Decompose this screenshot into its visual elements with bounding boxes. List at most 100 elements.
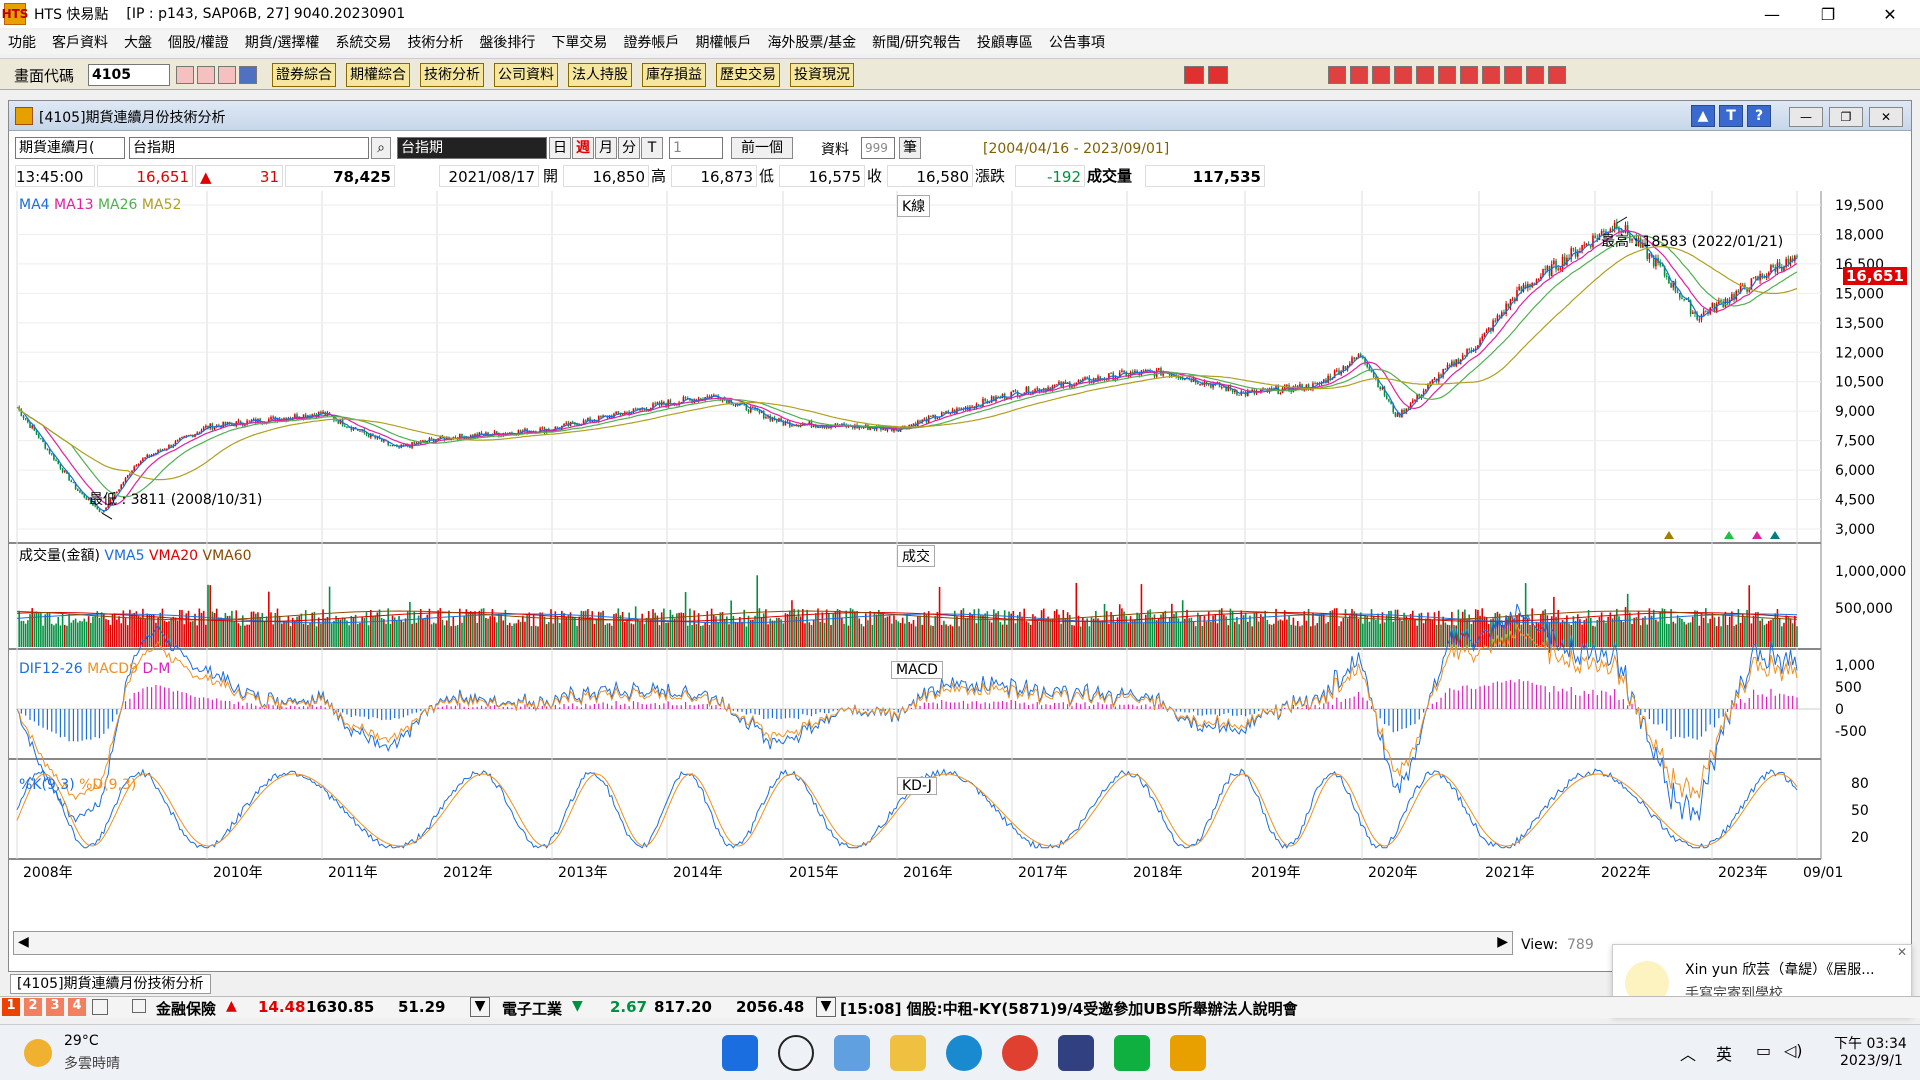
- restore-icon[interactable]: ❐: [1820, 4, 1836, 24]
- app-flask-icon[interactable]: [1058, 1035, 1094, 1071]
- interval-select[interactable]: 1: [669, 137, 723, 159]
- menu-icon[interactable]: [239, 66, 257, 84]
- network-icon[interactable]: ▭: [1756, 1041, 1772, 1060]
- volume-bar: [1607, 616, 1609, 647]
- securities-summary-button[interactable]: 證券綜合: [272, 63, 336, 87]
- save-icon[interactable]: [1548, 66, 1566, 84]
- notification-close-icon[interactable]: ✕: [1897, 945, 1908, 959]
- lock-icon[interactable]: [92, 999, 108, 1015]
- menu-item[interactable]: 技術分析: [407, 35, 464, 51]
- menu-item[interactable]: 下單交易: [551, 35, 608, 51]
- file-explorer-icon[interactable]: [890, 1035, 926, 1071]
- arrow-left-icon[interactable]: [1184, 66, 1204, 84]
- horizontal-scrollbar[interactable]: ◀ ▶: [13, 931, 1513, 955]
- menu-item[interactable]: 期權帳戶: [695, 35, 752, 51]
- candle-body: [1394, 412, 1397, 417]
- scissors-icon[interactable]: [1504, 66, 1522, 84]
- inner-minimize-icon[interactable]: —: [1789, 107, 1823, 127]
- window-tab[interactable]: [4105]期貨連續月份技術分析: [10, 974, 211, 994]
- volume-icon[interactable]: ◁): [1784, 1041, 1803, 1060]
- screen-code-input[interactable]: 4105: [88, 64, 170, 86]
- data-count-input[interactable]: 999: [861, 137, 895, 159]
- menu-item[interactable]: 大盤: [124, 35, 152, 51]
- volume-bar: [860, 623, 863, 647]
- scroll-left-icon[interactable]: ◀: [18, 934, 29, 950]
- ime-indicator[interactable]: 英: [1716, 1045, 1733, 1064]
- search-icon[interactable]: [176, 66, 194, 84]
- search-icon[interactable]: [778, 1035, 814, 1071]
- institutional-holdings-button[interactable]: 法人持股: [568, 63, 632, 87]
- start-icon[interactable]: [722, 1035, 758, 1071]
- up-arrow-icon[interactable]: ▲: [1691, 105, 1715, 127]
- menu-item[interactable]: 客戶資料: [52, 35, 108, 51]
- close-icon[interactable]: ✕: [1883, 4, 1897, 24]
- folder-icon[interactable]: [197, 66, 215, 84]
- line-icon[interactable]: [1114, 1035, 1150, 1071]
- volume-bar: [424, 617, 426, 647]
- menu-item[interactable]: 個股/權證: [168, 35, 229, 51]
- edge-icon[interactable]: [946, 1035, 982, 1071]
- status-tab-2[interactable]: 2: [24, 998, 42, 1016]
- print-icon[interactable]: [218, 66, 236, 84]
- options-summary-button[interactable]: 期權綜合: [346, 63, 410, 87]
- status-tab-4[interactable]: 4: [68, 998, 86, 1016]
- text-tool-icon[interactable]: T: [1719, 105, 1743, 127]
- volume-bar: [76, 622, 79, 647]
- widgets-icon[interactable]: [834, 1035, 870, 1071]
- period-day-button[interactable]: 日: [549, 137, 571, 159]
- status-tab-3[interactable]: 3: [46, 998, 64, 1016]
- palette-icon[interactable]: [1482, 66, 1500, 84]
- printer-icon[interactable]: [1526, 66, 1544, 84]
- unit-button[interactable]: 筆: [899, 137, 921, 159]
- index2-dropdown-icon[interactable]: ▼: [816, 997, 836, 1017]
- menu-item[interactable]: 期貨/選擇權: [244, 35, 320, 51]
- menu-item[interactable]: 海外股票/基金: [767, 35, 857, 51]
- draw-line-icon[interactable]: [1328, 66, 1346, 84]
- technical-analysis-button[interactable]: 技術分析: [420, 63, 484, 87]
- volume-bar: [163, 620, 166, 647]
- weather-icon[interactable]: [24, 1039, 52, 1067]
- volume-bar: [1199, 615, 1201, 647]
- inner-restore-icon[interactable]: ❐: [1829, 107, 1863, 127]
- index1-dropdown-icon[interactable]: ▼: [470, 997, 490, 1017]
- checkbox-icon[interactable]: [132, 999, 146, 1013]
- investment-status-button[interactable]: 投資現況: [790, 63, 854, 87]
- menu-item[interactable]: 公告事項: [1048, 35, 1105, 51]
- scroll-right-icon[interactable]: ▶: [1497, 934, 1508, 950]
- product-type-select[interactable]: 期貨連續月(: [15, 137, 125, 159]
- minimize-icon[interactable]: —: [1764, 4, 1780, 24]
- prev-button[interactable]: 前一個: [731, 137, 793, 159]
- grid-icon[interactable]: [1372, 66, 1390, 84]
- tray-chevron-icon[interactable]: ︿: [1680, 1045, 1697, 1064]
- status-tab-1[interactable]: 1: [2, 998, 20, 1016]
- product-select[interactable]: 台指期: [129, 137, 369, 159]
- period-tick-button[interactable]: T: [641, 137, 663, 159]
- pen-icon[interactable]: [1350, 66, 1368, 84]
- period-week-button[interactable]: 週: [572, 137, 594, 159]
- candle-body: [122, 482, 125, 485]
- chart-area[interactable]: 2008年 2010年 2011年 2012年 2013年 2014年 2015年 2016年…: [9, 191, 1911, 911]
- history-trades-button[interactable]: 歷史交易: [716, 63, 780, 87]
- menu-item[interactable]: 盤後排行: [479, 35, 536, 51]
- news-ticker[interactable]: [15:08] 個股:中租-KY(5871)9/4受邀參加UBS所舉辦法人說明會: [840, 1000, 1298, 1018]
- period-month-button[interactable]: 月: [595, 137, 617, 159]
- menu-item[interactable]: 新聞/研究報告: [872, 35, 961, 51]
- menu-item[interactable]: 功能: [8, 35, 36, 51]
- arrow-right-icon[interactable]: [1208, 66, 1228, 84]
- chrome-icon[interactable]: [1002, 1035, 1038, 1071]
- fibonacci-icon[interactable]: [1416, 66, 1434, 84]
- company-info-button[interactable]: 公司資料: [494, 63, 558, 87]
- help-icon[interactable]: ?: [1747, 105, 1771, 127]
- text-icon[interactable]: [1438, 66, 1456, 84]
- window-icon[interactable]: [1394, 66, 1412, 84]
- candle-body: [1411, 400, 1414, 404]
- menu-item[interactable]: 系統交易: [335, 35, 392, 51]
- edit-icon[interactable]: [1460, 66, 1478, 84]
- inventory-pnl-button[interactable]: 庫存損益: [642, 63, 706, 87]
- inner-close-icon[interactable]: ✕: [1869, 107, 1903, 127]
- hts-taskbar-icon[interactable]: [1170, 1035, 1206, 1071]
- menu-item[interactable]: 投顧專區: [976, 35, 1033, 51]
- period-minute-button[interactable]: 分: [618, 137, 640, 159]
- search-icon[interactable]: ⌕: [371, 137, 391, 159]
- menu-item[interactable]: 證券帳戶: [623, 35, 680, 51]
